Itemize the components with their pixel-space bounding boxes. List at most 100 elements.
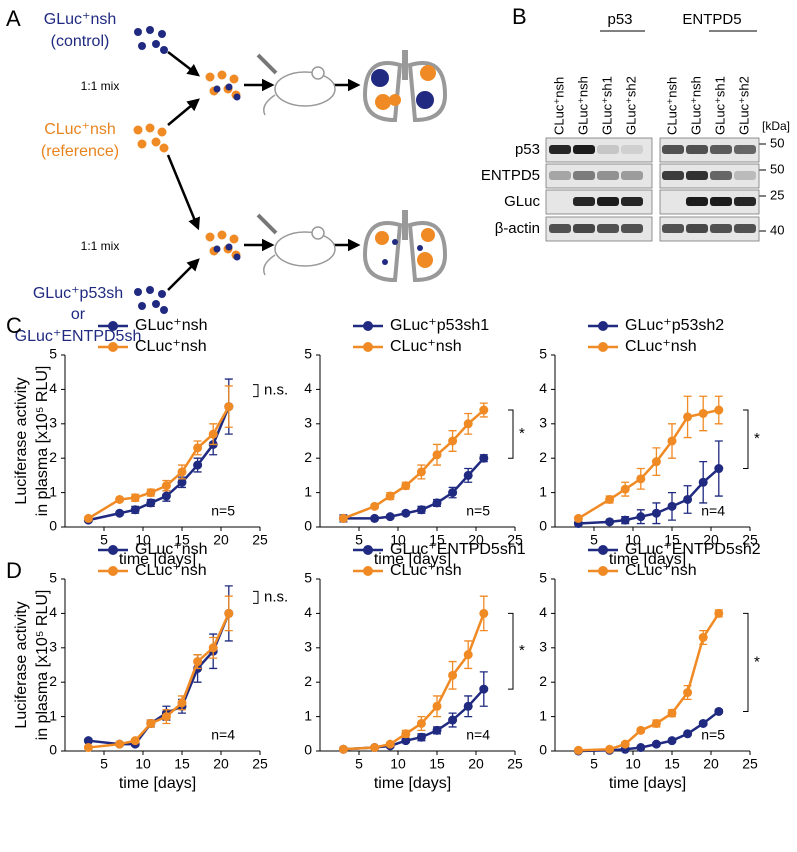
y-tick-label: 0 bbox=[304, 742, 312, 758]
band bbox=[734, 145, 756, 154]
data-point bbox=[115, 508, 125, 518]
band bbox=[549, 224, 571, 233]
x-tick-label: 20 bbox=[703, 756, 719, 772]
x-axis-label: time [days] bbox=[609, 775, 686, 792]
band bbox=[662, 171, 684, 180]
x-tick-label: 10 bbox=[135, 532, 151, 548]
kda-label: 25 bbox=[770, 187, 784, 202]
data-point bbox=[193, 657, 203, 667]
band bbox=[686, 145, 708, 154]
data-point bbox=[636, 474, 646, 484]
lane-label: CLuc⁺nsh bbox=[551, 77, 566, 135]
data-point bbox=[605, 744, 615, 754]
band bbox=[662, 145, 684, 154]
data-point bbox=[432, 701, 442, 711]
data-point bbox=[401, 508, 411, 518]
data-point bbox=[463, 701, 473, 711]
data-point bbox=[193, 443, 203, 453]
significance: * bbox=[519, 425, 525, 442]
x-tick-label: 25 bbox=[742, 756, 758, 772]
y-tick-label: 4 bbox=[304, 380, 312, 396]
data-point bbox=[83, 513, 93, 523]
y-tick-label: 4 bbox=[539, 604, 547, 620]
cell-dot bbox=[134, 288, 142, 296]
x-tick-label: 5 bbox=[590, 756, 598, 772]
series-line bbox=[577, 408, 720, 520]
x-tick-label: 10 bbox=[135, 756, 151, 772]
band bbox=[549, 171, 571, 180]
y-tick-label: 5 bbox=[539, 570, 547, 586]
x-tick-label: 5 bbox=[355, 756, 363, 772]
x-tick-label: 25 bbox=[507, 756, 523, 772]
legend-label: CLuc⁺nsh bbox=[390, 338, 462, 355]
data-point bbox=[83, 736, 93, 746]
tumor bbox=[416, 91, 434, 109]
label: GLuc⁺nsh bbox=[44, 11, 116, 28]
cell-dot bbox=[138, 42, 146, 50]
unit-label: [kDa] bbox=[762, 119, 790, 133]
legend-marker bbox=[363, 545, 373, 555]
significance: * bbox=[519, 642, 525, 659]
label: 1:1 mix bbox=[81, 239, 120, 253]
x-tick-label: 5 bbox=[100, 532, 108, 548]
data-point bbox=[208, 643, 218, 653]
band bbox=[710, 145, 732, 154]
cell-dot bbox=[213, 85, 221, 93]
y-tick-label: 5 bbox=[49, 570, 57, 586]
data-point bbox=[370, 513, 380, 523]
legend-marker bbox=[363, 321, 373, 331]
panel-b: B p53 ENTPD5 [kDa] CLuc⁺nsh GLuc⁺nsh GLuc⁺… bbox=[481, 4, 790, 242]
data-point bbox=[479, 684, 489, 694]
cell-dot bbox=[152, 300, 160, 308]
data-point bbox=[714, 405, 724, 415]
syringe bbox=[256, 213, 278, 235]
group-label: ENTPD5 bbox=[682, 11, 741, 28]
legend-marker bbox=[598, 545, 608, 555]
data-point bbox=[385, 491, 395, 501]
cell-dot bbox=[160, 306, 168, 314]
y-tick-label: 2 bbox=[304, 449, 312, 465]
series-line bbox=[578, 710, 720, 753]
x-tick-label: 20 bbox=[703, 532, 719, 548]
label: or bbox=[71, 306, 86, 323]
n-label: n=5 bbox=[466, 503, 490, 519]
cell-dot bbox=[146, 286, 154, 294]
cell-dot bbox=[137, 139, 147, 149]
y-tick-label: 0 bbox=[539, 742, 547, 758]
y-tick-label: 0 bbox=[49, 518, 57, 534]
y-tick-label: 1 bbox=[304, 483, 312, 499]
data-point bbox=[683, 412, 693, 422]
x-tick-label: 20 bbox=[213, 532, 229, 548]
chart: 0 1 2 3 4 5 5 10 15 20 25 time [days] GLuc⁺p53sh2 CLu… bbox=[539, 317, 760, 568]
band bbox=[734, 171, 756, 180]
data-point bbox=[115, 494, 125, 504]
n-label: n=4 bbox=[466, 727, 490, 743]
chart: 0 1 2 3 4 5 5 10 15 20 25 time [days] Luciferase act… bbox=[13, 541, 288, 792]
data-point bbox=[448, 715, 458, 725]
lane-label: GLuc⁺sh1 bbox=[599, 76, 614, 135]
bracket bbox=[508, 409, 514, 459]
y-tick-label: 2 bbox=[304, 673, 312, 689]
data-point bbox=[479, 608, 489, 618]
data-point bbox=[146, 718, 156, 728]
series-line bbox=[343, 688, 485, 751]
data-point bbox=[224, 402, 234, 412]
data-point bbox=[432, 450, 442, 460]
tumor bbox=[371, 69, 389, 87]
y-tick-label: 5 bbox=[304, 570, 312, 586]
blot-strip bbox=[545, 163, 653, 189]
mouse-ear bbox=[311, 226, 325, 240]
row-label: β-actin bbox=[495, 220, 540, 237]
x-tick-label: 5 bbox=[100, 756, 108, 772]
data-point bbox=[463, 650, 473, 660]
legend-marker bbox=[108, 321, 118, 331]
legend-marker bbox=[108, 545, 118, 555]
series-line bbox=[342, 409, 485, 520]
x-axis-label: time [days] bbox=[374, 551, 451, 568]
bracket bbox=[743, 612, 749, 712]
data-point bbox=[714, 706, 724, 716]
panel-a: A GLuc⁺nsh (control) CLuc⁺nsh (reference… bbox=[6, 6, 448, 345]
band bbox=[549, 145, 571, 154]
series-line bbox=[88, 406, 230, 522]
panel-letter: C bbox=[6, 313, 22, 338]
